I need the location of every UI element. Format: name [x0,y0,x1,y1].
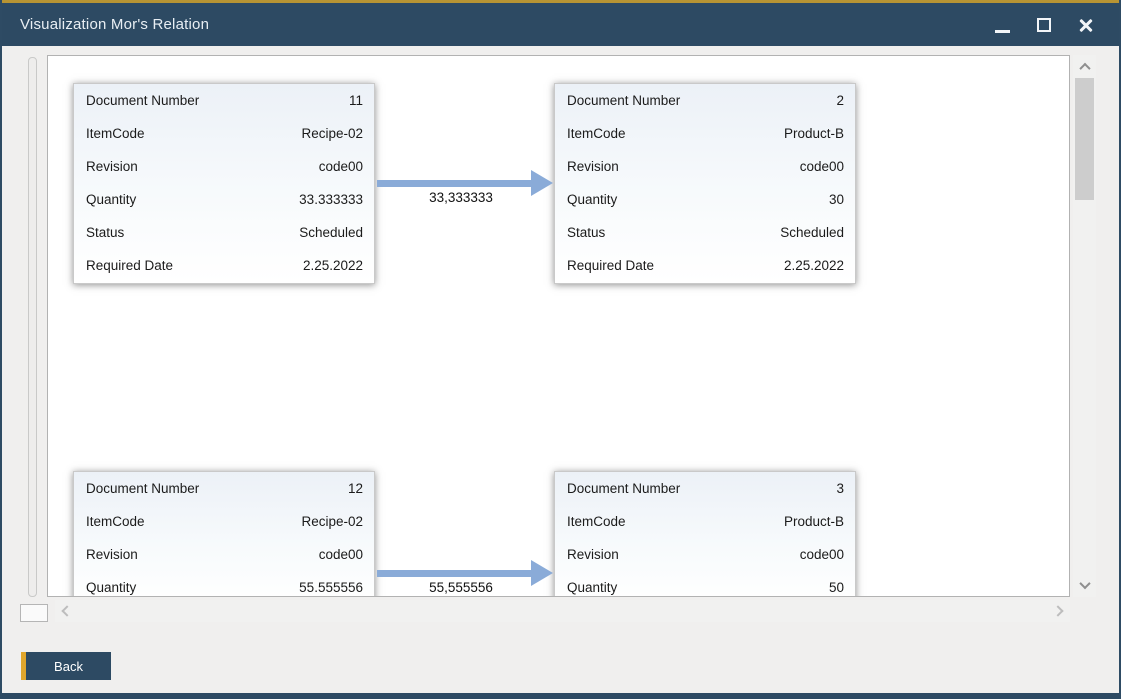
field-label: Revision [567,547,619,562]
field-value: code00 [799,159,844,174]
arrow-shaft [377,570,531,577]
minimize-icon [994,30,1010,33]
back-button-label: Back [54,658,83,674]
field-value: Recipe-02 [301,126,363,141]
field-label: Status [567,225,606,240]
mor-card-document-12[interactable]: Document Number 12 ItemCode Recipe-02 Re… [73,471,375,596]
card-field-row: Document Number 3 [555,472,855,505]
field-label: ItemCode [567,514,626,529]
vertical-scrollbar[interactable] [1073,55,1096,597]
card-field-row: Document Number 12 [74,472,374,505]
mor-card-document-3[interactable]: Document Number 3 ItemCode Product-B Rev… [554,471,856,596]
field-label: Document Number [86,93,200,108]
maximize-icon [1037,17,1051,32]
field-label: Required Date [86,258,174,273]
mor-card-document-2[interactable]: Document Number 2 ItemCode Product-B Rev… [554,83,856,284]
field-value: code00 [318,159,363,174]
card-field-row: Required Date 2.25.2022 [74,249,374,282]
window-title: Visualization Mor's Relation [20,16,210,33]
field-label: ItemCode [86,514,145,529]
card-field-row: ItemCode Recipe-02 [74,505,374,538]
field-label: Revision [86,159,138,174]
scroll-left-button[interactable] [57,600,77,622]
field-label: Revision [567,159,619,174]
field-value: 33.333333 [299,192,363,207]
arrow-right-icon [531,560,553,586]
arrow-right-icon [531,170,553,196]
card-field-row: Quantity 55.555556 [74,571,374,596]
chevron-right-icon [1052,605,1064,617]
field-value: code00 [318,547,363,562]
field-value: 55.555556 [299,580,363,595]
field-label: Quantity [86,192,137,207]
field-value: 12 [347,481,363,496]
back-button[interactable]: Back [21,652,111,680]
field-label: Document Number [567,481,681,496]
card-field-row: ItemCode Product-B [555,505,855,538]
relation-diagram-canvas: Document Number 11 ItemCode Recipe-02 Re… [47,55,1070,597]
card-field-row: ItemCode Recipe-02 [74,117,374,150]
card-field-row: Revision code00 [555,150,855,183]
card-field-row: Required Date 2.25.2022 [555,249,855,282]
maximize-button[interactable] [1033,12,1055,38]
window-top-accent [2,0,1119,3]
field-label: Quantity [86,580,137,595]
card-field-row: Quantity 50 [555,571,855,596]
chevron-down-icon [1078,577,1091,590]
window-controls [991,3,1097,46]
field-value: 30 [828,192,844,207]
close-icon [1078,17,1094,33]
chevron-left-icon [61,605,73,617]
field-value: 2.25.2022 [783,258,844,273]
minimize-button[interactable] [991,12,1013,38]
connection-quantity-label: 55,555556 [429,580,493,595]
field-label: ItemCode [567,126,626,141]
field-label: Quantity [567,192,618,207]
field-value: Recipe-02 [301,514,363,529]
field-value: Scheduled [780,225,844,240]
titlebar: Visualization Mor's Relation [2,3,1119,46]
vertical-scrollbar-thumb[interactable] [1075,78,1094,200]
mor-card-document-11[interactable]: Document Number 11 ItemCode Recipe-02 Re… [73,83,375,284]
card-field-row: ItemCode Product-B [555,117,855,150]
field-label: Status [86,225,125,240]
card-field-row: Document Number 11 [74,84,374,117]
card-field-row: Status Scheduled [555,216,855,249]
close-button[interactable] [1075,12,1097,38]
field-label: Document Number [567,93,681,108]
field-value: code00 [799,547,844,562]
field-value: 50 [828,580,844,595]
card-field-row: Revision code00 [74,150,374,183]
card-field-row: Quantity 33.333333 [74,183,374,216]
field-label: Quantity [567,580,618,595]
connection-quantity-label: 33,333333 [429,190,493,205]
scroll-right-button[interactable] [1048,600,1068,622]
field-value: Product-B [783,514,844,529]
horizontal-scrollbar[interactable] [55,600,1070,622]
card-field-row: Revision code00 [555,538,855,571]
scroll-up-button[interactable] [1073,57,1096,77]
card-field-row: Quantity 30 [555,183,855,216]
card-field-row: Status Scheduled [74,216,374,249]
left-splitter[interactable] [28,57,37,597]
scrollbar-corner-box [20,604,48,622]
arrow-shaft [377,180,531,187]
card-field-row: Document Number 2 [555,84,855,117]
field-label: Revision [86,547,138,562]
field-value: Product-B [783,126,844,141]
field-label: ItemCode [86,126,145,141]
field-value: 3 [836,481,844,496]
scroll-down-button[interactable] [1073,575,1096,595]
field-value: 11 [348,93,363,108]
field-value: Scheduled [299,225,363,240]
field-value: 2 [836,93,844,108]
field-value: 2.25.2022 [302,258,363,273]
window-bottom-edge [2,693,1119,699]
chevron-up-icon [1078,62,1091,75]
card-field-row: Revision code00 [74,538,374,571]
field-label: Document Number [86,481,200,496]
field-label: Required Date [567,258,655,273]
